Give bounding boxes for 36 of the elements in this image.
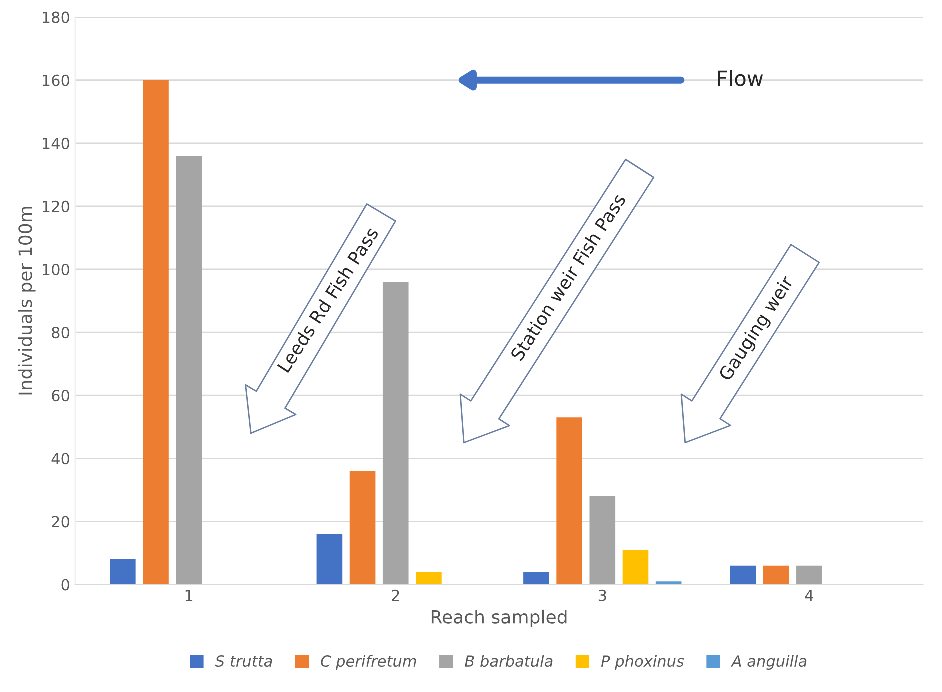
bar xyxy=(524,572,550,585)
y-axis-title: Individuals per 100m xyxy=(18,207,36,395)
y-tick-label: 100 xyxy=(43,264,70,276)
y-tick-label: 60 xyxy=(52,390,70,402)
x-tick-label: 1 xyxy=(186,590,193,602)
bar xyxy=(590,496,616,585)
legend-label: A anguilla xyxy=(730,655,807,670)
bar xyxy=(556,418,582,585)
bar xyxy=(796,566,822,585)
bar xyxy=(763,566,790,585)
x-axis-title: Reach sampled xyxy=(432,610,567,628)
legend-label: B barbatula xyxy=(465,655,553,668)
y-tick-label: 180 xyxy=(43,12,70,24)
bar xyxy=(382,282,409,585)
x-tick-label: 2 xyxy=(392,590,400,602)
bar xyxy=(730,566,756,585)
bar xyxy=(416,572,442,585)
bar xyxy=(622,550,649,585)
y-tick-label: 120 xyxy=(43,200,70,212)
y-tick-label: 0 xyxy=(62,579,70,591)
bar xyxy=(176,156,202,585)
bar xyxy=(350,471,376,585)
annotation: Flow xyxy=(718,70,764,86)
y-tick-label: 80 xyxy=(52,327,70,339)
legend-label: S trutta xyxy=(215,656,272,668)
bar xyxy=(110,560,136,585)
y-tick-label: 160 xyxy=(43,74,70,86)
legend-label: P phoxinus xyxy=(601,655,684,670)
legend-label: C perifretum xyxy=(321,655,416,670)
y-tick-label: 20 xyxy=(52,516,70,528)
y-tick-label: 140 xyxy=(43,138,70,150)
x-tick-label: 3 xyxy=(598,590,606,602)
x-tick-label: 4 xyxy=(805,590,814,602)
bar xyxy=(316,534,343,585)
bar xyxy=(143,80,169,585)
y-tick-label: 40 xyxy=(52,453,70,465)
